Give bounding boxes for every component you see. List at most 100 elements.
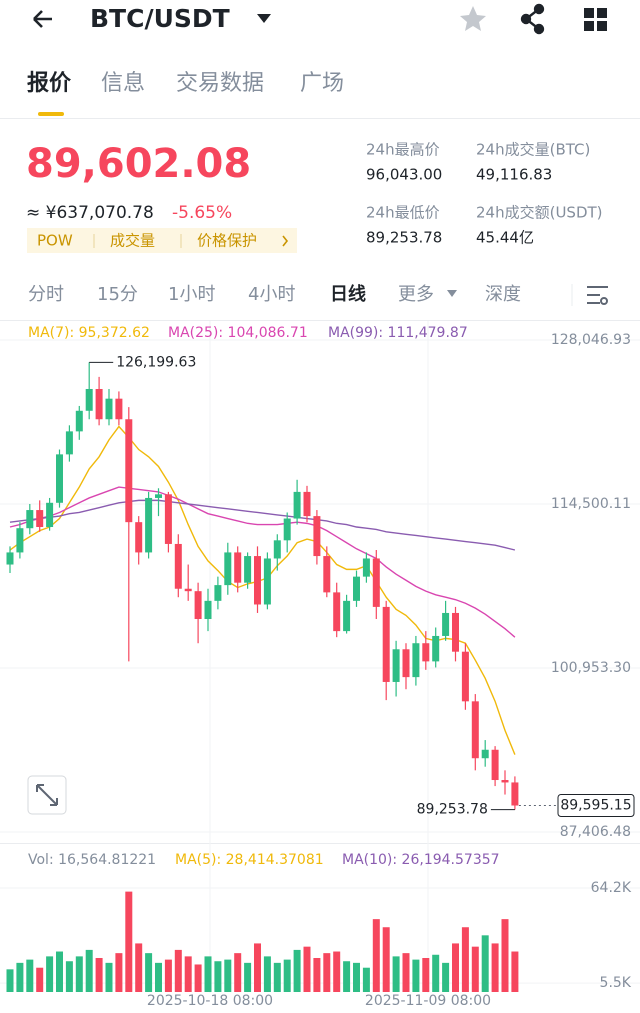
ma-legend: MA(7): 95,372.62	[28, 325, 150, 341]
candle-body	[75, 410, 83, 432]
change-percent: -5.65%	[172, 203, 232, 223]
volume-bar	[75, 956, 83, 992]
ma-legend: MA(25): 104,086.71	[168, 325, 308, 341]
ma-legend: MA(99): 111,479.87	[328, 325, 468, 341]
candle-body	[491, 749, 499, 781]
interval[interactable]: 深度	[485, 284, 521, 305]
tab[interactable]: 报价	[27, 71, 72, 96]
y-tick-label: 114,500.11	[551, 496, 631, 512]
candle-body	[46, 502, 54, 528]
tab-indicator	[38, 112, 64, 116]
tab[interactable]: 信息	[101, 71, 145, 96]
interval[interactable]: 1小时	[168, 284, 215, 305]
volume-bar	[442, 962, 450, 992]
ma-line	[9, 425, 516, 755]
stat-value: 49,116.83	[476, 166, 552, 184]
menu-button[interactable]	[584, 8, 607, 31]
volume-bar	[224, 959, 232, 992]
chips-bg	[27, 228, 297, 253]
volume-bar	[46, 956, 54, 992]
volume-bar	[362, 967, 370, 992]
chart-settings[interactable]	[587, 286, 608, 305]
volume-bar	[471, 946, 479, 992]
interval[interactable]: 分时	[28, 284, 64, 305]
chip-arrow	[282, 235, 289, 247]
candle-body	[263, 558, 271, 605]
x-date-label: 2025-10-18 08:00	[147, 993, 273, 1009]
interval[interactable]: 15分	[97, 284, 138, 305]
candle-body	[293, 491, 301, 519]
back-button[interactable]	[33, 10, 52, 28]
interval[interactable]: 日线	[330, 283, 366, 305]
candle-body	[402, 649, 410, 678]
pair-dropdown[interactable]	[257, 14, 271, 23]
volume-bar	[283, 959, 291, 992]
chip[interactable]: POW	[37, 232, 73, 250]
volume-bar	[481, 935, 489, 992]
candle-body	[343, 600, 351, 632]
interval[interactable]: 4小时	[248, 284, 295, 305]
volume-bar	[125, 891, 133, 992]
candle-body	[244, 556, 252, 583]
volume-bar	[36, 967, 44, 992]
volume-bar	[56, 951, 63, 992]
last-price: 89,602.08	[26, 141, 251, 187]
share-button[interactable]	[520, 3, 545, 35]
volume-bar	[402, 953, 410, 992]
ma-line	[9, 499, 516, 551]
y-tick-label: 128,046.93	[551, 332, 631, 348]
candle-body	[432, 635, 440, 662]
volume-bar	[353, 962, 360, 992]
volume-bar	[501, 919, 509, 992]
favorite-star[interactable]	[460, 6, 486, 31]
vol-legend: Vol: 16,564.81221	[28, 852, 156, 868]
chip[interactable]: 成交量	[110, 232, 155, 250]
candle-body	[442, 612, 450, 636]
vol-legend: MA(10): 26,194.57357	[342, 852, 500, 868]
divider	[0, 843, 640, 844]
more-dropdown[interactable]	[447, 290, 457, 297]
candle-body	[313, 516, 321, 557]
volume-bar	[511, 951, 519, 992]
candle-body	[392, 649, 400, 682]
ma-line	[9, 486, 516, 638]
pair-title[interactable]: BTC/USDT	[90, 4, 230, 33]
volume-bar	[194, 964, 202, 992]
candle-body	[204, 600, 212, 620]
tab[interactable]: 交易数据	[176, 71, 264, 96]
volume-bar	[432, 954, 440, 992]
volume-bar	[26, 959, 34, 992]
stat-value: 96,043.00	[366, 166, 442, 184]
candle-body	[254, 556, 261, 605]
candle-body	[412, 643, 420, 678]
interval[interactable]: 更多	[398, 284, 434, 305]
volume-bar	[263, 956, 271, 992]
candle-body	[283, 518, 291, 541]
divider	[0, 118, 640, 119]
candle-body	[145, 497, 153, 553]
volume-bar	[6, 969, 14, 992]
last-price-label: 89,595.15	[560, 798, 631, 814]
volume-bar	[204, 956, 212, 992]
volume-bar	[303, 946, 311, 992]
volume-bar	[174, 949, 182, 992]
candle-body	[95, 388, 103, 420]
candle-body	[105, 398, 113, 420]
candle-body	[26, 510, 34, 529]
tab[interactable]: 广场	[300, 71, 344, 96]
candle-body	[382, 606, 390, 682]
candle-body	[422, 643, 430, 662]
candle-body	[56, 454, 63, 503]
candle-body	[372, 558, 380, 607]
candle-body	[6, 552, 14, 565]
fullscreen-button[interactable]	[27, 775, 67, 815]
min-label: 89,253.78	[417, 802, 488, 818]
candle-body	[65, 431, 73, 455]
volume-bar	[392, 956, 400, 992]
stat-label: 24h成交额(USDT)	[476, 204, 603, 222]
vol-legend: MA(5): 28,414.37081	[175, 852, 324, 868]
volume-bar	[254, 943, 261, 992]
chip[interactable]: 价格保护	[197, 232, 257, 250]
